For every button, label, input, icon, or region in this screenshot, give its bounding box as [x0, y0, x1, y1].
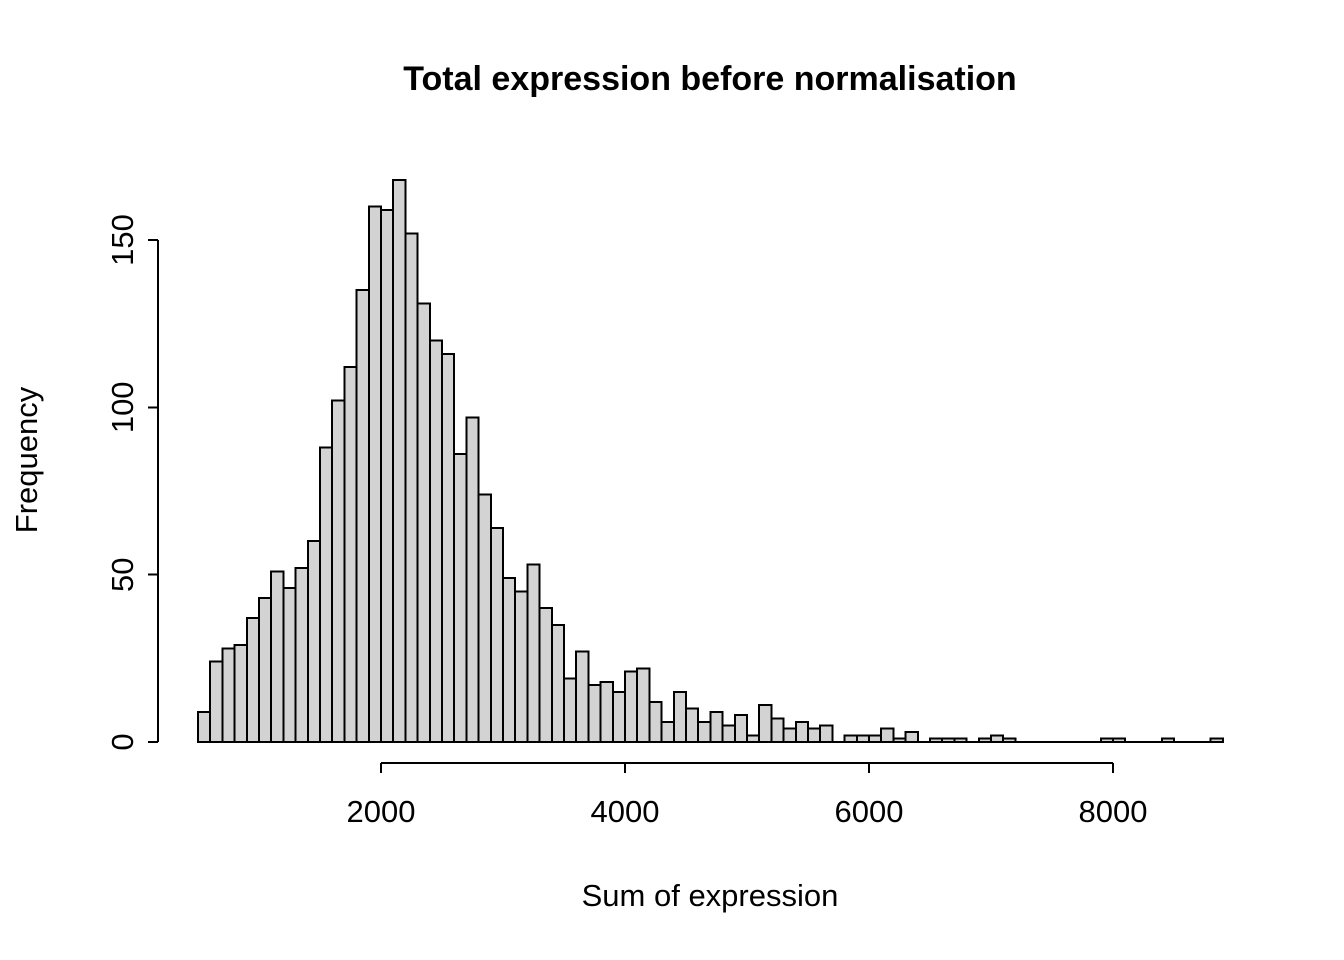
- histogram-bar: [197, 710, 212, 744]
- histogram-bar: [782, 727, 797, 743]
- histogram-bar: [392, 178, 407, 744]
- histogram-bar: [599, 680, 614, 743]
- histogram-bar: [672, 690, 687, 743]
- y-tick-label: 100: [105, 381, 140, 433]
- histogram-bar: [526, 563, 541, 743]
- histogram-bar: [636, 667, 651, 744]
- histogram-bar: [221, 647, 236, 743]
- histogram-bar: [209, 660, 224, 744]
- histogram-bar: [331, 399, 346, 743]
- histogram-bar: [1209, 737, 1224, 744]
- histogram-bar: [868, 734, 883, 743]
- histogram-bar: [416, 302, 431, 743]
- histogram-bar: [660, 720, 675, 744]
- histogram-bar: [367, 205, 382, 743]
- histogram-bar: [1160, 737, 1176, 744]
- histogram-bar: [258, 597, 273, 743]
- histogram-bar: [941, 737, 956, 744]
- histogram-bar: [502, 577, 517, 743]
- histogram-bar: [306, 540, 321, 744]
- histogram-bar: [343, 366, 358, 743]
- histogram-bar: [794, 720, 809, 744]
- y-tick-label: 50: [105, 557, 140, 591]
- histogram-bar: [624, 670, 639, 744]
- histogram-bar: [575, 650, 590, 743]
- histogram-bar: [270, 570, 285, 743]
- histogram-bar: [477, 493, 492, 743]
- histogram-bar: [319, 446, 334, 743]
- histogram-bar: [1099, 737, 1115, 744]
- y-tick-label: 150: [105, 214, 140, 266]
- histogram-bar: [489, 526, 504, 743]
- histogram-bar: [355, 289, 370, 743]
- histogram-bar: [404, 232, 419, 744]
- histogram-bar: [904, 731, 919, 743]
- x-tick-label: 2000: [347, 794, 416, 829]
- histogram-bar: [880, 727, 895, 743]
- histogram-bar: [563, 677, 578, 744]
- histogram-bar: [294, 567, 309, 743]
- histogram-bar: [453, 453, 468, 743]
- histogram-bar: [770, 717, 785, 743]
- histogram-bar: [380, 208, 395, 743]
- histogram-bar: [611, 690, 626, 743]
- histogram-bar: [819, 724, 834, 743]
- histogram-bar: [233, 643, 248, 744]
- histogram-bar: [514, 590, 529, 744]
- histogram-bar: [990, 734, 1005, 743]
- histogram-bar: [1112, 737, 1127, 744]
- histogram-bar: [733, 714, 748, 744]
- histogram-bar: [465, 416, 480, 743]
- histogram-bar: [855, 734, 870, 743]
- histogram-bar: [929, 737, 944, 744]
- histogram-bar: [697, 720, 712, 744]
- histogram-bar: [746, 734, 761, 743]
- y-tick-label: 0: [105, 733, 140, 750]
- histogram-bar: [441, 352, 456, 743]
- histogram-bar: [1002, 737, 1017, 744]
- x-tick-label: 6000: [835, 794, 904, 829]
- histogram-bar: [245, 617, 261, 744]
- histogram-bar: [892, 737, 907, 744]
- histogram-bar: [587, 684, 602, 743]
- y-axis-label-text: Frequency: [9, 386, 44, 534]
- histogram-bar: [953, 737, 968, 744]
- histogram-bar: [977, 737, 992, 744]
- histogram-bar: [758, 704, 773, 744]
- histogram-bar: [538, 607, 553, 743]
- histogram-bar: [721, 724, 736, 743]
- histogram-bar: [428, 339, 443, 743]
- histogram-bar: [807, 727, 822, 743]
- x-tick-label: 8000: [1079, 794, 1148, 829]
- chart-title: Total expression before normalisation: [403, 60, 1017, 98]
- histogram-bar: [550, 623, 565, 744]
- histogram-bar: [648, 700, 663, 743]
- x-axis-label: Sum of expression: [581, 878, 839, 913]
- x-tick-label: 4000: [591, 794, 660, 829]
- histogram-bar: [709, 710, 724, 744]
- histogram-bar: [685, 707, 700, 743]
- histogram-bar: [282, 587, 297, 743]
- histogram-bar: [843, 734, 858, 743]
